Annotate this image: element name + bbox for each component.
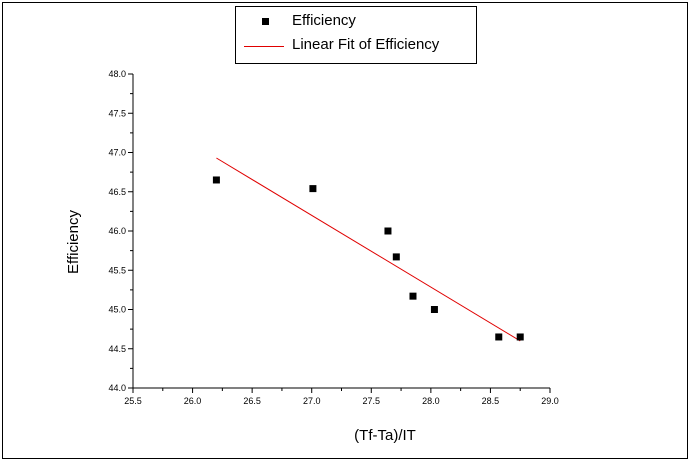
data-point-marker [384, 227, 392, 235]
y-tick-label: 47.5 [108, 108, 126, 118]
y-tick-label: 45.0 [108, 305, 126, 315]
y-tick-label: 46.5 [108, 187, 126, 197]
x-tick-label: 29.0 [541, 396, 559, 406]
x-tick-label: 27.0 [303, 396, 321, 406]
data-point-marker [409, 292, 417, 300]
x-axis-ticks: 25.5 26.0 26.5 27.0 27.5 28.0 28.5 29.0 [124, 388, 559, 406]
y-tick-label: 46.0 [108, 226, 126, 236]
data-point-marker [392, 253, 400, 261]
data-point-marker [309, 185, 317, 193]
x-tick-label: 28.0 [422, 396, 440, 406]
legend-item-efficiency: Efficiency [236, 11, 476, 33]
data-point-marker [212, 176, 220, 184]
legend-item-linear-fit: Linear Fit of Efficiency [236, 35, 476, 57]
series-layer [212, 157, 524, 342]
legend: Efficiency Linear Fit of Efficiency [235, 6, 477, 64]
legend-label-efficiency: Efficiency [292, 12, 356, 29]
plot-axes [132, 74, 550, 389]
y-axis-ticks: 44.0 44.5 45.0 45.5 46.0 46.5 47.0 47.5 48.0 [108, 69, 133, 393]
x-axis-title: (Tf-Ta)/IT [354, 427, 416, 444]
data-point-marker [430, 306, 438, 313]
y-tick-label: 44.5 [108, 344, 126, 354]
y-axis-title: Efficiency [65, 210, 82, 274]
x-tick-label: 27.5 [363, 396, 381, 406]
x-tick-label: 26.0 [184, 396, 202, 406]
y-tick-label: 47.0 [108, 148, 126, 158]
y-tick-label: 44.0 [108, 383, 126, 393]
square-marker-icon [262, 18, 269, 25]
data-point-marker [495, 333, 503, 341]
red-line-icon [244, 46, 284, 47]
linear-fit-line [216, 157, 521, 342]
x-tick-label: 26.5 [243, 396, 261, 406]
y-tick-label: 48.0 [108, 69, 126, 79]
legend-label-linear-fit: Linear Fit of Efficiency [292, 36, 440, 53]
data-point-marker [516, 333, 524, 341]
x-tick-label: 28.5 [482, 396, 500, 406]
x-tick-label: 25.5 [124, 396, 142, 406]
y-tick-label: 45.5 [108, 265, 126, 275]
